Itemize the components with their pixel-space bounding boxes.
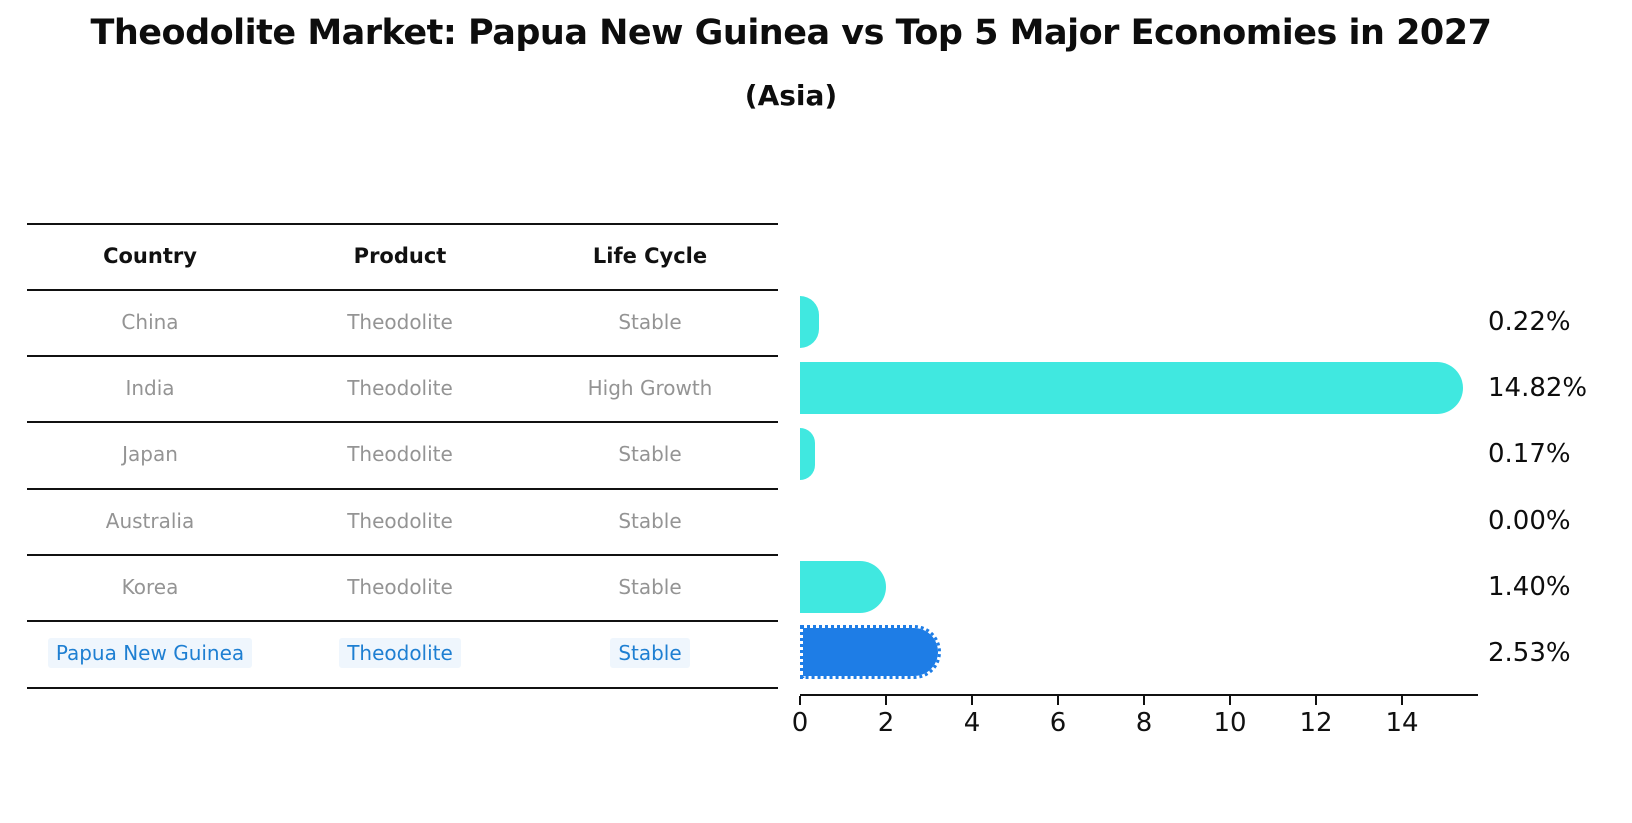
table-row-papua-new-guinea: Papua New Guinea Theodolite Stable [27,621,778,685]
x-tick [1143,696,1145,705]
value-label-india: 14.82% [1488,373,1588,403]
x-tick-label: 4 [963,708,981,738]
value-label-australia: 0.00% [1488,506,1571,536]
table-rule [27,687,778,689]
table-header-row: Country Product Life Cycle [27,224,778,288]
cell-country: Australia [105,509,195,533]
x-tick [1229,696,1231,705]
cell-country: Papua New Guinea [27,621,273,685]
x-tick-label: 2 [877,708,895,738]
cell-product: Theodolite [347,310,453,334]
table-rule [27,620,778,622]
x-tick-label: 10 [1213,708,1247,738]
chart-subtitle: (Asia) [744,79,838,112]
bar-papua-new-guinea [800,625,941,679]
table-rule [27,421,778,423]
table-row-japan: Japan Theodolite Stable [27,422,778,486]
value-label-papua-new-guinea: 2.53% [1488,638,1571,668]
table-rule [27,289,778,291]
table-row-india: India Theodolite High Growth [27,356,778,420]
table-row-australia: Australia Theodolite Stable [27,489,778,553]
x-tick-label: 14 [1385,708,1419,738]
cell-product: Theodolite [280,621,520,685]
cell-country: Korea [121,575,179,599]
x-tick [971,696,973,705]
table-row-korea: Korea Theodolite Stable [27,555,778,619]
value-label-korea: 1.40% [1488,572,1571,602]
x-tick [1401,696,1403,705]
cell-life-cycle: Stable [618,442,682,466]
bar-india [800,362,1464,414]
cell-life-cycle: Stable [618,575,682,599]
value-label-japan: 0.17% [1488,439,1571,469]
x-tick [885,696,887,705]
cell-country: India [125,376,175,400]
cell-product: Theodolite [347,442,453,466]
cell-life-cycle: Stable [530,621,770,685]
x-tick [1315,696,1317,705]
cell-country: China [121,310,179,334]
cell-product: Theodolite [347,509,453,533]
column-header-country: Country [103,244,197,268]
chart-title: Theodolite Market: Papua New Guinea vs T… [90,13,1492,53]
cell-country: Japan [122,442,178,466]
cell-life-cycle: High Growth [587,376,713,400]
x-tick-label: 0 [791,708,809,738]
bar-japan [800,428,815,480]
table-rule [27,355,778,357]
cell-product: Theodolite [347,575,453,599]
bar-china [800,296,819,348]
table-rule [27,488,778,490]
x-tick-label: 12 [1299,708,1333,738]
cell-life-cycle: Stable [618,509,682,533]
x-tick-label: 8 [1135,708,1153,738]
table-rule [27,223,778,225]
bar-korea [800,561,887,613]
column-header-life-cycle: Life Cycle [592,244,708,268]
value-label-china: 0.22% [1488,307,1571,337]
cell-product: Theodolite [347,376,453,400]
table-row-china: China Theodolite Stable [27,290,778,354]
x-tick-label: 6 [1049,708,1067,738]
x-tick [1057,696,1059,705]
x-axis-line [800,694,1478,696]
cell-life-cycle: Stable [618,310,682,334]
x-tick [799,696,801,705]
column-header-product: Product [353,244,447,268]
table-rule [27,554,778,556]
